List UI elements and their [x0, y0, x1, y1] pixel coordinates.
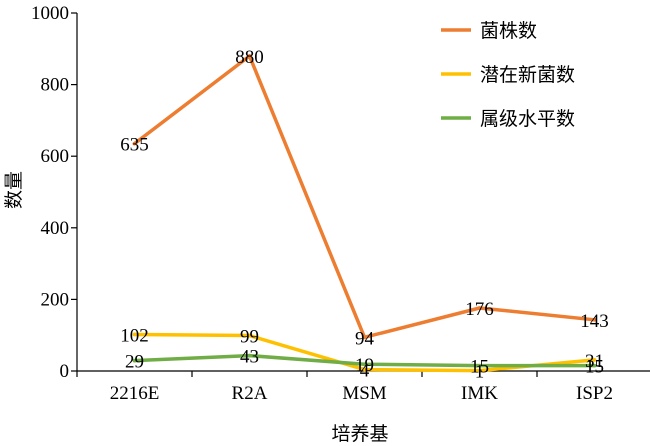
data-labels-layer: 635 880 94 176 143 102 99 4 1 31 29 43 19 15 15 [120, 47, 609, 383]
data-point [592, 358, 597, 362]
legend-label: 潜在新菌数 [480, 64, 575, 86]
legend-label: 属级水平数 [480, 108, 575, 130]
data-label: 15 [585, 357, 604, 378]
data-point [132, 332, 137, 337]
data-label: 176 [465, 299, 494, 320]
data-point [247, 353, 252, 358]
x-tick-label: MSM [342, 383, 386, 404]
y-axis-title: 数量 [3, 171, 25, 209]
data-point [362, 362, 367, 366]
data-point [592, 363, 597, 368]
data-label: 4 [360, 361, 370, 382]
y-tick-label: 200 [41, 289, 70, 310]
x-tick-label: R2A [232, 383, 268, 404]
data-point [362, 335, 367, 340]
x-axis-title: 培养基 [331, 423, 388, 445]
data-point [477, 306, 482, 310]
x-tick-label: ISP2 [576, 383, 613, 404]
data-label: 143 [580, 311, 609, 332]
y-tick-label: 400 [41, 218, 70, 239]
data-point [362, 367, 367, 372]
data-label: 15 [470, 357, 489, 378]
y-tick-label: 0 [60, 361, 70, 382]
data-label: 29 [125, 352, 144, 373]
data-label: 1 [475, 362, 485, 383]
y-tick-label: 1000 [31, 3, 69, 24]
axes: 0 200 400 600 800 1000 2216E R2A MSM IMK ISP2 [31, 3, 650, 404]
x-tick-label: 2216E [110, 383, 160, 404]
data-label: 19 [355, 355, 374, 376]
data-point [247, 333, 252, 338]
data-label: 102 [120, 325, 149, 346]
data-label: 43 [240, 347, 259, 368]
data-point [477, 368, 482, 373]
data-point [132, 358, 137, 363]
data-label: 94 [355, 328, 375, 349]
series-layer [132, 54, 597, 373]
data-label: 99 [240, 327, 259, 348]
y-tick-label: 600 [41, 146, 70, 167]
data-point [592, 318, 597, 322]
data-point [477, 363, 482, 368]
data-label: 31 [585, 351, 604, 372]
data-label: 635 [120, 135, 149, 156]
y-tick-label: 800 [41, 75, 70, 96]
data-point [247, 54, 252, 58]
series-line [132, 54, 597, 340]
data-label: 880 [235, 47, 264, 68]
data-point [132, 141, 137, 146]
x-tick-label: IMK [461, 383, 498, 404]
legend-label: 菌株数 [480, 20, 537, 42]
